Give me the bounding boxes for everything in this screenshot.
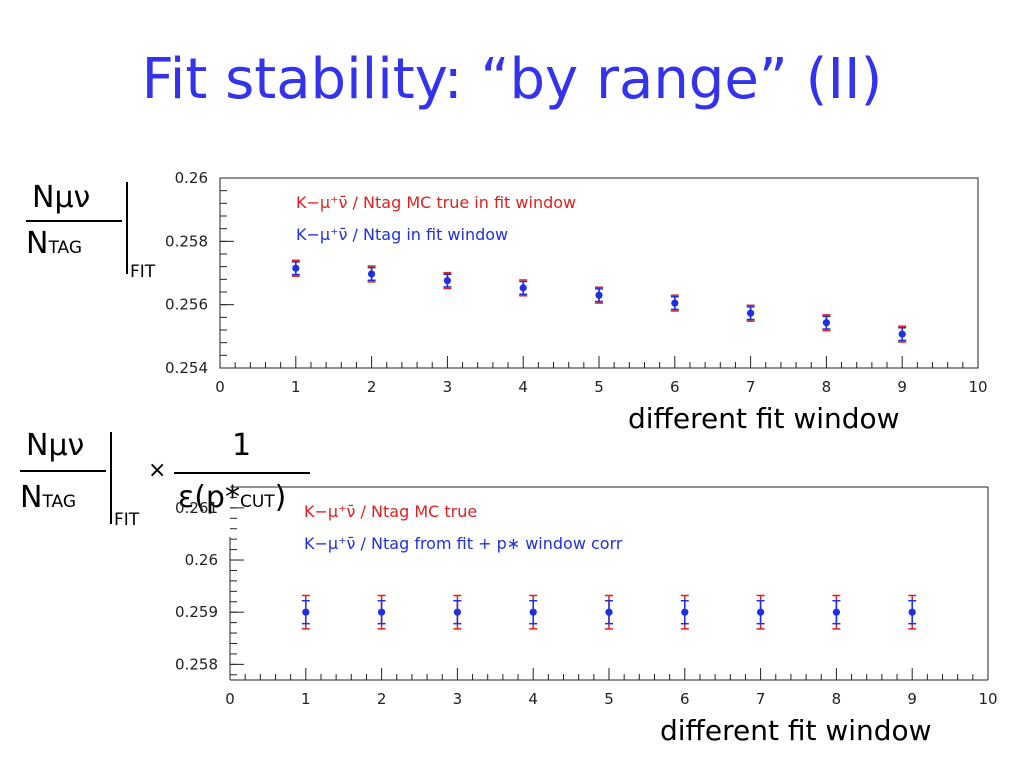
chart1-x-tick-label: 10 (968, 378, 987, 396)
times-sign: × (148, 458, 167, 483)
chart2-data-point (908, 608, 916, 616)
chart1-data-point (595, 291, 603, 299)
chart2-data-point (832, 608, 841, 616)
chart2-data-point (378, 608, 386, 616)
formula-bottom-eval-bar (110, 432, 112, 524)
chart1-data-point (443, 277, 451, 285)
chart2-y-tick-label: 0.26 (185, 551, 218, 569)
chart1-x-tick-label: 4 (518, 378, 528, 396)
formula-bottom-fraction-line (20, 470, 106, 472)
chart1-y-tick-label: 0.26 (175, 169, 208, 187)
chart2-data-point (453, 608, 461, 616)
chart1-x-tick-label: 5 (594, 378, 604, 396)
chart1-data-point (519, 284, 527, 292)
chart1-legend-entry: K−μ⁺ν̄ / Ntag in fit window (296, 225, 508, 244)
formula-bottom-eval-sub: FIT (114, 510, 140, 530)
reciprocal-denominator: ε(p*CUT) (178, 480, 287, 515)
chart2-data-point (529, 608, 537, 616)
caption-bottom: different fit window (660, 714, 932, 747)
reciprocal-fraction-line (174, 472, 310, 474)
chart1-y-tick-label: 0.254 (165, 359, 208, 377)
caption-top: different fit window (628, 402, 900, 435)
chart2-y-tick-label: 0.259 (175, 603, 218, 621)
formula-top-denominator: NTAG (26, 226, 83, 261)
formula-top-fraction-line (26, 220, 122, 222)
chart2-data-point (757, 608, 765, 616)
chart1-x-tick-label: 6 (670, 378, 680, 396)
formula-top-eval-sub: FIT (130, 262, 156, 282)
chart1-data-point (898, 330, 906, 338)
chart1-data-point (822, 319, 831, 327)
chart2-y-tick-label: 0.261 (175, 499, 218, 517)
chart1-x-tick-label: 0 (215, 378, 225, 396)
chart2-x-tick-label: 3 (453, 690, 463, 708)
chart2-x-tick-label: 8 (832, 690, 842, 708)
chart2-x-tick-label: 7 (756, 690, 766, 708)
chart2-legend-entry: K−μ⁺ν̄ / Ntag from fit + p∗ window corr (304, 534, 623, 553)
chart1-legend-entry: K−μ⁺ν̄ / Ntag MC true in fit window (296, 193, 576, 212)
chart1-data-point (747, 309, 755, 317)
chart2-legend-entry: K−μ⁺ν̄ / Ntag MC true (304, 502, 477, 521)
formula-bottom-denominator: NTAG (20, 480, 77, 515)
formula-bottom-numerator: Nμν (26, 428, 85, 463)
chart2-x-tick-label: 2 (377, 690, 387, 708)
chart1-x-tick-label: 1 (291, 378, 301, 396)
chart1-x-tick-label: 2 (367, 378, 377, 396)
chart2-x-tick-label: 0 (225, 690, 235, 708)
chart2-y-tick-label: 0.258 (175, 655, 218, 673)
slide-title: Fit stability: “by range” (II) (141, 47, 883, 112)
chart1-data-point (292, 264, 300, 272)
chart1-x-tick-label: 3 (443, 378, 453, 396)
formula-top-eval-bar (126, 182, 128, 274)
chart2-x-tick-label: 10 (978, 690, 997, 708)
chart1-data-point (368, 270, 376, 278)
chart1-data-point (671, 299, 679, 307)
chart2-x-tick-label: 1 (301, 690, 311, 708)
chart1-x-tick-label: 8 (822, 378, 832, 396)
chart2-x-tick-label: 9 (907, 690, 917, 708)
chart2-data-point (605, 608, 613, 616)
chart2-data-point (302, 608, 310, 616)
chart1-x-tick-label: 9 (897, 378, 907, 396)
chart2-x-tick-label: 6 (680, 690, 690, 708)
chart1-x-tick-label: 7 (746, 378, 756, 396)
chart2-x-tick-label: 5 (604, 690, 614, 708)
formula-top-numerator: Nμν (32, 180, 91, 215)
chart2-data-point (681, 608, 689, 616)
chart1-y-tick-label: 0.258 (165, 232, 208, 250)
formula-bottom: Nμν NTAG FIT × 1 ε(p*CUT) (16, 428, 336, 538)
formula-top: Nμν NTAG FIT (22, 180, 156, 290)
chart2-x-tick-label: 4 (528, 690, 538, 708)
chart1-y-tick-label: 0.256 (165, 296, 208, 314)
reciprocal-numerator: 1 (232, 428, 252, 463)
